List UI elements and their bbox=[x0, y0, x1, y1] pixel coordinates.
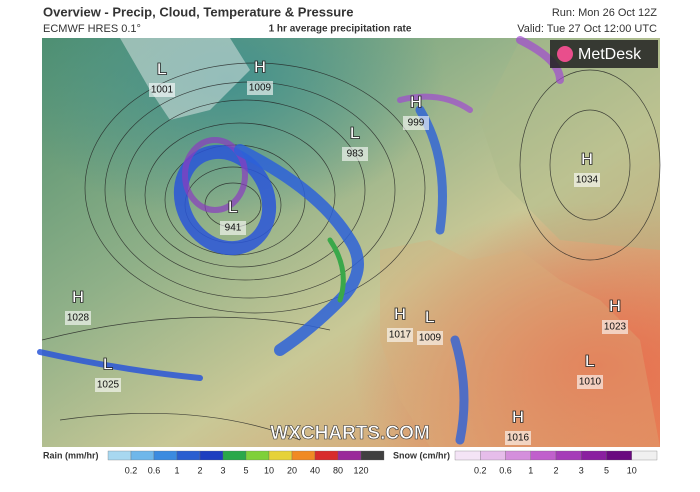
snow-tick: 2 bbox=[553, 465, 558, 475]
model: ECMWF HRES 0.1° bbox=[43, 23, 141, 35]
snow-swatch bbox=[505, 450, 531, 461]
value-box bbox=[149, 83, 175, 97]
pressure-letter: H bbox=[410, 92, 422, 111]
pressure-letter: H bbox=[254, 57, 266, 76]
rain-tick: 0.6 bbox=[148, 465, 161, 475]
map: MetDesk WXCHARTS.COM bbox=[37, 36, 661, 447]
pressure-value: 1016 bbox=[507, 433, 530, 444]
rain-tick: 0.2 bbox=[125, 465, 138, 475]
snow-swatch bbox=[454, 450, 481, 461]
rain-swatch bbox=[130, 450, 155, 461]
value-box bbox=[403, 116, 429, 130]
pressure-letter: L bbox=[157, 59, 167, 78]
snow-tick: 1 bbox=[528, 465, 533, 475]
pressure-value: 1010 bbox=[579, 377, 602, 388]
pressure-letter: H bbox=[394, 304, 406, 323]
snow-legend-label: Snow (cm/hr) bbox=[393, 450, 450, 460]
rain-swatch bbox=[107, 450, 132, 461]
pressure-value: 1009 bbox=[249, 83, 272, 94]
pressure-letter: H bbox=[512, 407, 524, 426]
pressure-letter: L bbox=[228, 197, 238, 216]
pressure-value: 983 bbox=[347, 149, 364, 160]
snow-tick: 0.6 bbox=[499, 465, 512, 475]
rain-swatch bbox=[268, 450, 293, 461]
pressure-value: 1023 bbox=[604, 322, 627, 333]
pressure-letter: L bbox=[350, 123, 360, 142]
rain-tick: 10 bbox=[264, 465, 274, 475]
rain-swatch bbox=[360, 450, 385, 461]
snow-tick: 3 bbox=[579, 465, 584, 475]
pressure-letter: H bbox=[609, 296, 621, 315]
rain-swatch bbox=[314, 450, 339, 461]
rain-swatch bbox=[291, 450, 316, 461]
pressure-value: 1034 bbox=[576, 175, 599, 186]
rain-tick: 5 bbox=[243, 465, 248, 475]
rain-tick: 80 bbox=[333, 465, 343, 475]
logo: MetDesk bbox=[578, 46, 642, 63]
subtitle: 1 hr average precipitation rate bbox=[269, 24, 412, 35]
run: Run: Mon 26 Oct 12Z bbox=[552, 7, 657, 19]
rain-tick: 20 bbox=[287, 465, 297, 475]
value-box bbox=[247, 81, 273, 95]
rain-swatch bbox=[153, 450, 178, 461]
pressure-value: 1001 bbox=[151, 85, 174, 96]
value-box bbox=[220, 221, 246, 235]
pressure-value: 1009 bbox=[419, 333, 442, 344]
snow-tick: 5 bbox=[604, 465, 609, 475]
rain-tick: 2 bbox=[197, 465, 202, 475]
rain-swatch bbox=[199, 450, 224, 461]
pressure-letter: L bbox=[585, 351, 595, 370]
rain-tick: 3 bbox=[220, 465, 225, 475]
value-box bbox=[417, 331, 443, 345]
rain-swatch bbox=[337, 450, 362, 461]
pressure-letter: L bbox=[425, 307, 435, 326]
value-box bbox=[342, 147, 368, 161]
value-box bbox=[577, 375, 603, 389]
rain-tick: 40 bbox=[310, 465, 320, 475]
pressure-letter: H bbox=[581, 149, 593, 168]
snow-tick: 0.2 bbox=[474, 465, 487, 475]
pressure-value: 1028 bbox=[67, 313, 90, 324]
value-box bbox=[574, 173, 600, 187]
pressure-value: 999 bbox=[408, 118, 425, 129]
value-box bbox=[387, 328, 413, 342]
watermark: WXCHARTS.COM bbox=[270, 423, 429, 444]
pressure-value: 1017 bbox=[389, 330, 412, 341]
rain-tick: 1 bbox=[174, 465, 179, 475]
rain-swatch bbox=[176, 450, 201, 461]
pressure-letter: L bbox=[103, 354, 113, 373]
snow-tick: 10 bbox=[627, 465, 637, 475]
pressure-letter: H bbox=[72, 287, 84, 306]
pressure-value: 1025 bbox=[97, 380, 120, 391]
rain-tick: 120 bbox=[353, 465, 368, 475]
snow-swatch bbox=[606, 450, 632, 461]
snow-swatch bbox=[530, 450, 557, 461]
snow-swatch bbox=[631, 450, 658, 461]
snow-swatch bbox=[555, 450, 582, 461]
pressure-value: 941 bbox=[225, 223, 242, 234]
rain-swatch bbox=[245, 450, 270, 461]
snow-swatch bbox=[581, 450, 607, 461]
rain-swatch bbox=[222, 450, 247, 461]
value-box bbox=[505, 431, 531, 445]
title: Overview - Precip, Cloud, Temperature & … bbox=[43, 4, 353, 19]
value-box bbox=[65, 311, 91, 325]
value-box bbox=[602, 320, 628, 334]
value-box bbox=[95, 378, 121, 392]
snow-swatch bbox=[480, 450, 506, 461]
rain-legend-label: Rain (mm/hr) bbox=[43, 450, 99, 460]
valid: Valid: Tue 27 Oct 12:00 UTC bbox=[517, 23, 657, 35]
